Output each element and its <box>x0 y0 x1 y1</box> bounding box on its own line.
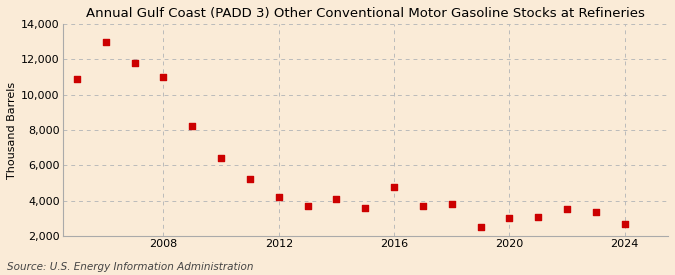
Point <box>129 60 140 65</box>
Point <box>158 75 169 79</box>
Point <box>504 216 515 221</box>
Point <box>187 124 198 129</box>
Point <box>446 202 457 207</box>
Title: Annual Gulf Coast (PADD 3) Other Conventional Motor Gasoline Stocks at Refinerie: Annual Gulf Coast (PADD 3) Other Convent… <box>86 7 645 20</box>
Y-axis label: Thousand Barrels: Thousand Barrels <box>7 81 17 178</box>
Point <box>475 225 486 229</box>
Point <box>620 221 630 226</box>
Point <box>244 177 255 182</box>
Point <box>273 195 284 199</box>
Point <box>418 204 429 208</box>
Point <box>360 205 371 210</box>
Text: Source: U.S. Energy Information Administration: Source: U.S. Energy Information Administ… <box>7 262 253 272</box>
Point <box>389 184 400 189</box>
Point <box>302 204 313 208</box>
Point <box>533 214 543 219</box>
Point <box>562 207 572 211</box>
Point <box>331 197 342 201</box>
Point <box>591 210 601 214</box>
Point <box>72 76 82 81</box>
Point <box>101 39 111 44</box>
Point <box>216 156 227 160</box>
